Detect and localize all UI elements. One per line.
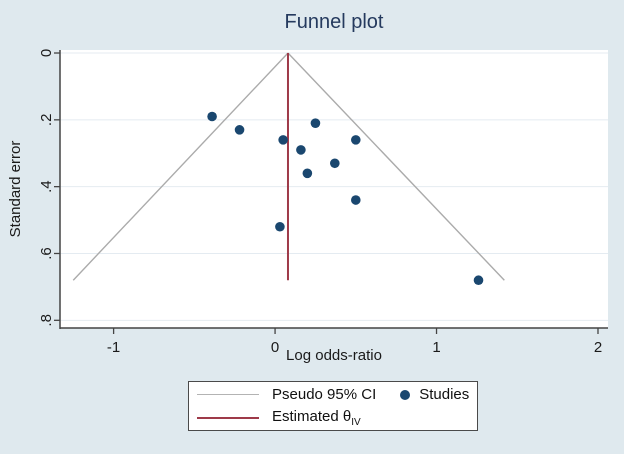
legend-label-estimated: Estimated θIV — [272, 407, 361, 428]
x-tick-label: 1 — [432, 339, 440, 356]
x-axis-title: Log odds-ratio — [286, 347, 382, 364]
y-tick-label: 0 — [38, 49, 55, 57]
study-point — [350, 135, 361, 145]
study-point — [207, 111, 217, 122]
study-point — [234, 125, 245, 135]
study-point — [275, 221, 285, 232]
legend-label-pseudo-ci: Pseudo 95% CI — [272, 386, 377, 403]
chart-title: Funnel plot — [284, 11, 384, 33]
study-point — [473, 275, 484, 286]
y-tick-label: .2 — [38, 114, 55, 127]
study-point — [302, 168, 313, 179]
pseudo-ci-line — [287, 52, 505, 281]
study-point — [330, 158, 340, 169]
x-tick-label: 0 — [271, 339, 279, 356]
x-tick-label: 2 — [594, 339, 602, 356]
plot-background — [60, 50, 608, 328]
study-point — [310, 118, 321, 128]
study-point — [296, 145, 306, 155]
pseudo-ci-line — [72, 52, 289, 281]
legend-row-2: Estimated θIV — [189, 407, 477, 428]
study-point — [350, 195, 361, 205]
pseudo-ci-line-swatch — [197, 394, 259, 395]
y-tick-label: .4 — [38, 180, 55, 193]
estimated-theta-line-swatch — [197, 416, 259, 419]
legend-label-studies: Studies — [419, 386, 470, 403]
studies-marker-icon — [400, 389, 411, 400]
x-tick-label: -1 — [107, 339, 120, 356]
legend-box: Pseudo 95% CI Studies Estimated θIV — [188, 381, 478, 431]
y-tick-label: .8 — [38, 314, 55, 327]
legend-row-1: Pseudo 95% CI Studies — [189, 384, 477, 405]
y-tick-label: .6 — [38, 247, 55, 260]
study-point — [278, 135, 288, 145]
